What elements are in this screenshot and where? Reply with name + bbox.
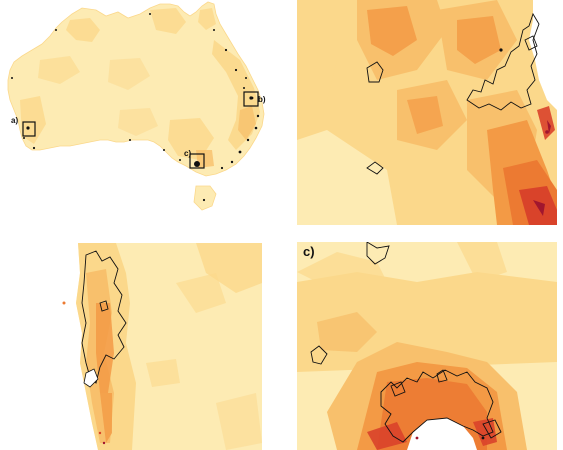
perth-urban-outline	[81, 250, 127, 384]
panel-c-melbourne-detail: c)	[297, 242, 557, 450]
urban-boundary-outlines	[366, 12, 540, 175]
panel-c-svg	[297, 242, 557, 450]
inset-box-c	[189, 153, 205, 169]
melbourne-urban-outlines	[310, 242, 502, 443]
panel-b-brisbane-detail	[297, 0, 557, 225]
panel-b-svg	[297, 0, 557, 225]
australia-mainland	[7, 1, 265, 177]
panel-a-perth-detail: a)	[56, 243, 262, 450]
inset-label-a: a)	[11, 116, 19, 125]
tasmania	[193, 185, 217, 211]
inset-box-a	[22, 121, 36, 137]
overview-density-patches	[20, 8, 260, 168]
inset-label-b: b)	[258, 95, 266, 104]
inset-label-c: c)	[184, 149, 192, 158]
panel-label-c: c)	[303, 244, 315, 259]
australia-overview-map: a) b) c)	[0, 0, 285, 228]
panel-a-svg	[56, 243, 262, 450]
inset-box-b	[243, 91, 259, 107]
australia-map-svg	[7, 1, 265, 211]
